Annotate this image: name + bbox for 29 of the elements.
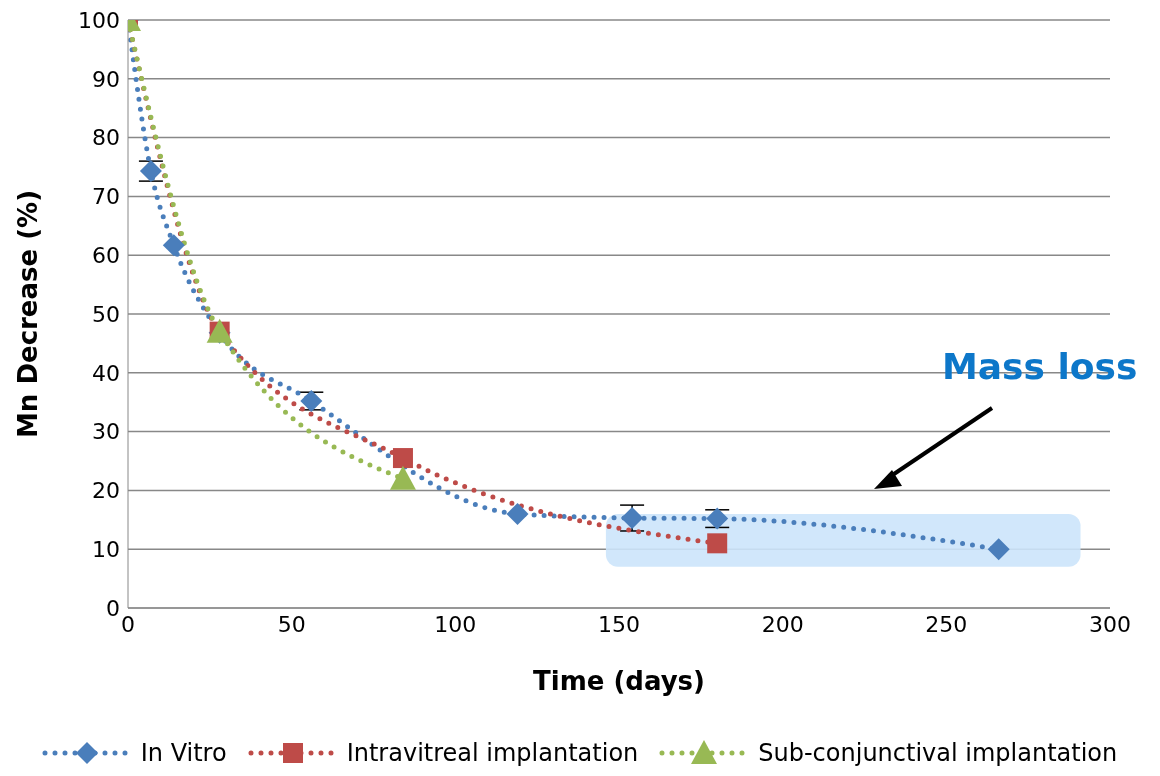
x-tick-label: 50	[277, 611, 306, 637]
x-tick-label: 100	[434, 611, 477, 637]
y-tick-label: 60	[92, 243, 120, 269]
y-tick-label: 30	[92, 419, 120, 445]
x-axis-title: Time (days)	[533, 666, 705, 696]
y-tick-label: 70	[92, 184, 120, 210]
x-tick-label: 200	[761, 611, 804, 637]
point	[707, 533, 728, 554]
legend-label: In Vitro	[140, 739, 227, 767]
point	[392, 448, 413, 469]
x-tick-label: 300	[1089, 611, 1131, 637]
y-tick-label: 40	[92, 360, 120, 386]
legend-label: Intravitreal implantation	[346, 739, 639, 767]
y-tick-label: 50	[92, 301, 120, 327]
y-tick-label: 90	[92, 66, 120, 92]
x-tick-label: 250	[925, 611, 968, 637]
point	[162, 234, 185, 257]
y-tick-label: 80	[92, 125, 120, 151]
x-tick-label: 150	[598, 611, 640, 637]
y-tick-label: 0	[106, 595, 120, 621]
y-axis-title: Mn Decrease (%)	[13, 189, 44, 439]
point	[987, 538, 1010, 561]
point	[389, 465, 416, 490]
y-tick-label: 20	[92, 478, 120, 504]
annotation: Mass loss	[942, 346, 1138, 387]
legend-label: Sub-conjunctival implantation	[758, 739, 1118, 767]
y-tick-label: 100	[78, 7, 120, 33]
point	[506, 502, 529, 525]
y-tick-label: 10	[92, 537, 120, 563]
